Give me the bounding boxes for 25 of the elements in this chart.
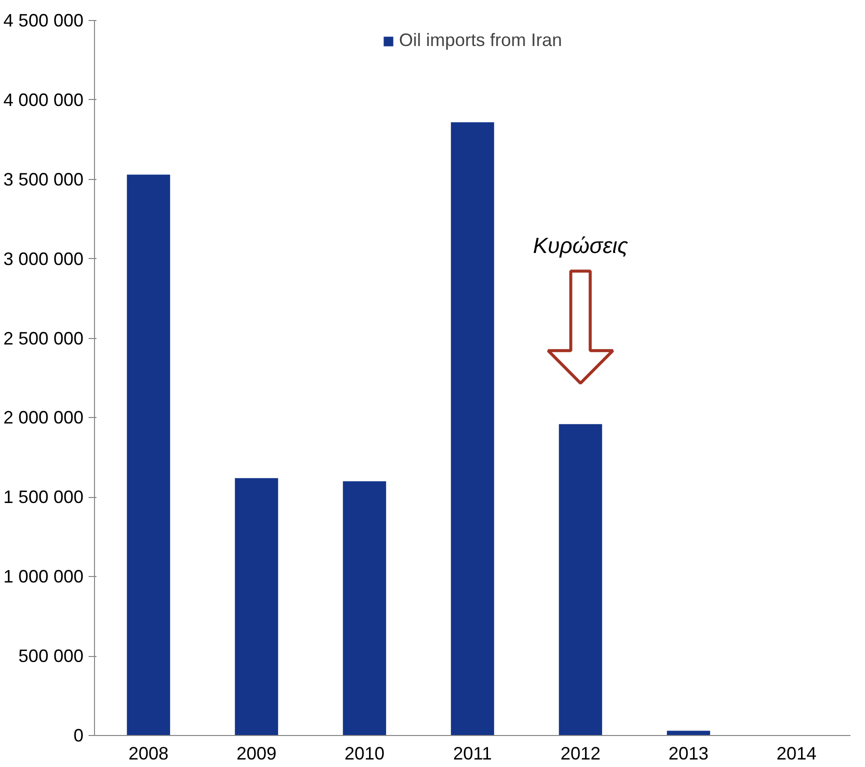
bar <box>450 122 494 736</box>
x-tick-label: 2013 <box>668 744 709 764</box>
x-tick-label: 2009 <box>236 744 277 764</box>
legend-label: Oil imports from Iran <box>398 30 562 51</box>
y-tick-label: 3 000 000 <box>3 248 84 269</box>
y-tick-label: 2 000 000 <box>3 408 84 428</box>
x-tick-label: 2014 <box>776 744 817 764</box>
y-tick-label: 0 <box>73 726 84 746</box>
y-tick-label: 500 000 <box>18 646 84 666</box>
bar <box>126 174 170 736</box>
x-tick-label: 2011 <box>453 744 492 764</box>
bar <box>342 481 386 736</box>
y-tick-label: 4 500 000 <box>3 10 84 30</box>
y-tick-label: 3 500 000 <box>3 169 84 190</box>
x-tick-label: 2010 <box>344 744 385 764</box>
x-tick-label: 2012 <box>560 744 601 764</box>
y-tick-label: 1 000 000 <box>3 566 84 587</box>
x-tick-label: 2008 <box>128 744 169 764</box>
y-tick-label: 2 500 000 <box>3 328 84 348</box>
bar <box>558 424 602 736</box>
annotation: Κυρώσεις <box>532 233 628 258</box>
y-tick-label: 4 000 000 <box>3 90 84 110</box>
bar <box>234 478 278 736</box>
bar <box>666 730 710 736</box>
y-tick-label: 1 500 000 <box>3 487 84 508</box>
